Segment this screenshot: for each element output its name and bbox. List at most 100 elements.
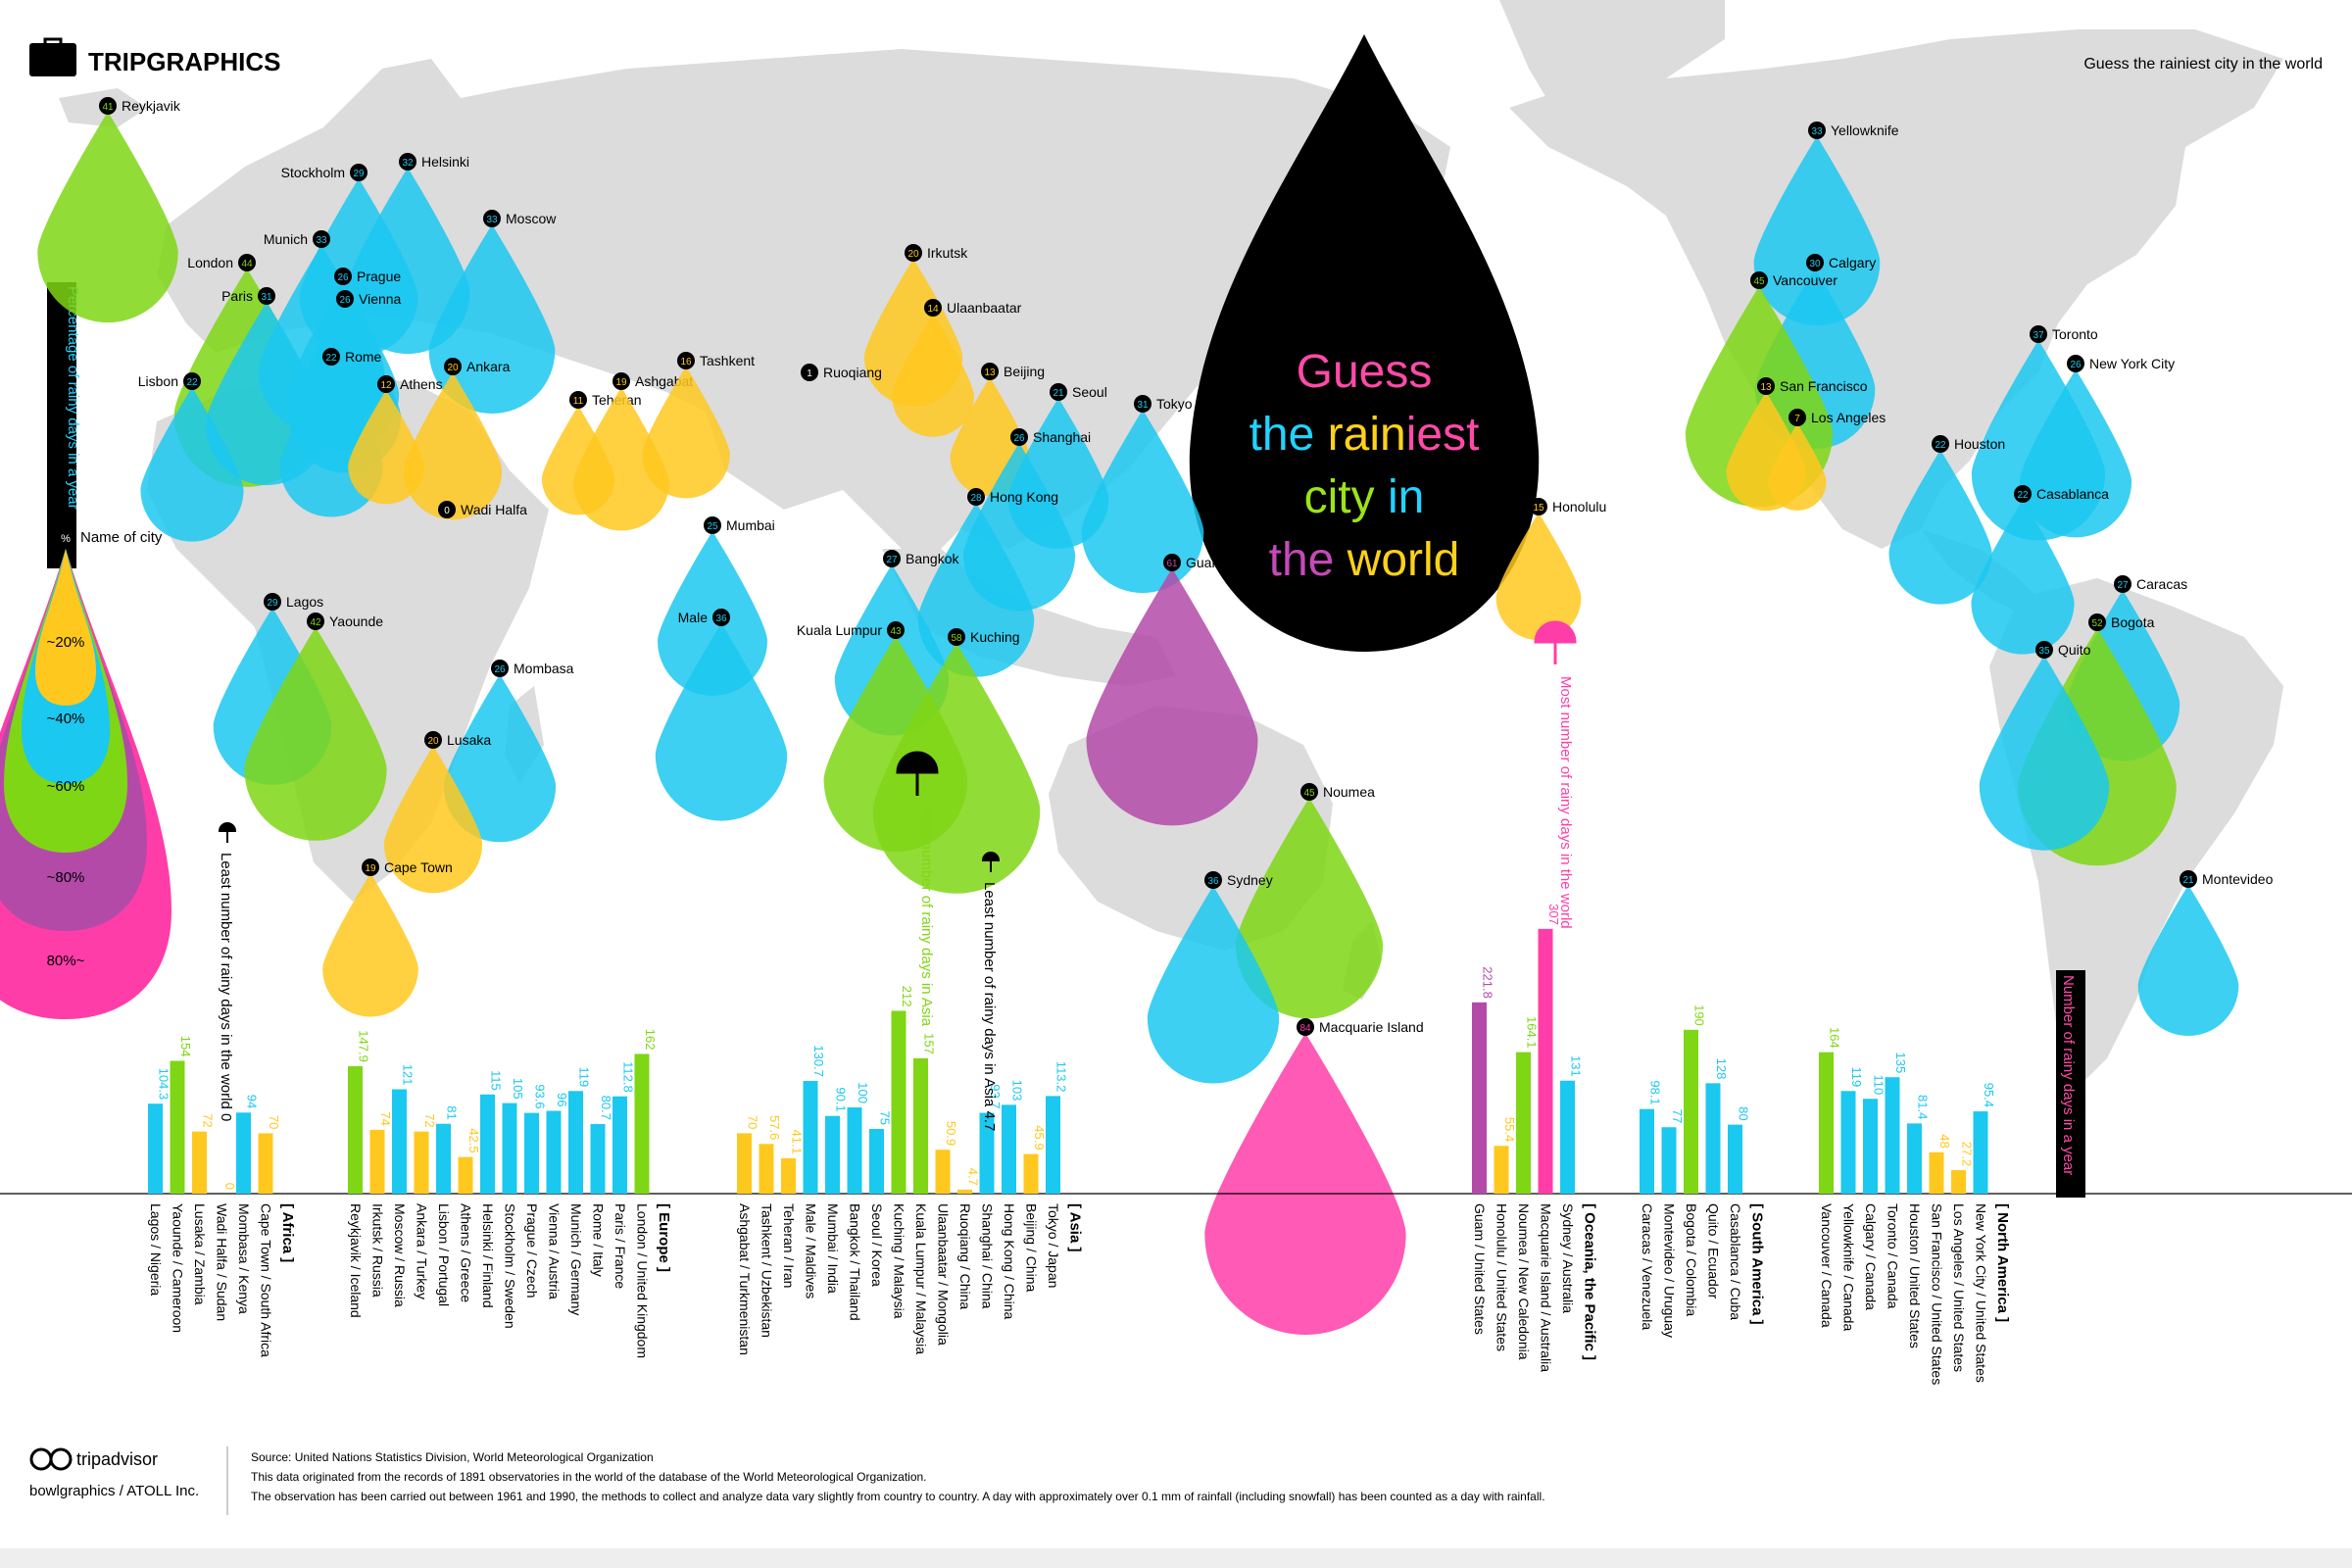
category-label-cape-town-south-africa: Cape Town / South Africa bbox=[259, 1203, 274, 1357]
drop-label-toronto: Toronto bbox=[2052, 326, 2098, 342]
drop-honolulu: 15 Honolulu bbox=[1495, 498, 1606, 641]
drop-pct-irkutsk: 20 bbox=[907, 249, 919, 260]
value-label-san-francisco-united-states: 48 bbox=[1937, 1134, 1952, 1148]
value-label-sydney-australia: 131 bbox=[1569, 1055, 1584, 1077]
bar-calgary-canada bbox=[1863, 1099, 1878, 1194]
drop-shape-montevideo bbox=[2137, 885, 2239, 1036]
drop-shape-lusaka bbox=[383, 746, 483, 894]
bar-lusaka-zambia bbox=[192, 1131, 207, 1194]
drop-label-casablanca: Casablanca bbox=[2036, 486, 2109, 502]
legend-band-80plus-label: 80%~ bbox=[47, 953, 85, 969]
bar-tashkent-uzbekistan bbox=[759, 1144, 774, 1194]
drop-pct-macquarie-island: 84 bbox=[1299, 1023, 1311, 1034]
value-label-lagos-nigeria: 104.3 bbox=[157, 1068, 172, 1101]
annotation-least-asia: Least number of rainy days in Asia 4.7 bbox=[981, 882, 998, 1131]
footer-line1: This data originated from the records of… bbox=[251, 1470, 927, 1484]
value-label-bangkok-thailand: 100 bbox=[856, 1082, 870, 1103]
drop-label-lusaka: Lusaka bbox=[447, 732, 491, 748]
drop-pct-seoul: 21 bbox=[1053, 388, 1064, 399]
hero-drop: Guess the rainiest city in the world bbox=[1189, 34, 1540, 652]
drop-pct-male: 36 bbox=[715, 613, 727, 624]
drop-shape-casablanca bbox=[1971, 500, 2075, 655]
legend-band-20 bbox=[35, 549, 96, 706]
value-label-guam-united-states: 221.8 bbox=[1481, 966, 1495, 999]
map-drops-layer: 41 Reykjavik 29 Stockholm 32 Helsinki 33 Moscow… bbox=[37, 97, 2274, 1335]
drop-badge-helsinki bbox=[399, 153, 416, 171]
category-label-london-united-kingdom: London / United Kingdom bbox=[635, 1203, 651, 1358]
category-label-bangkok-thailand: Bangkok / Thailand bbox=[848, 1203, 863, 1321]
drop-label-houston: Houston bbox=[1954, 436, 2005, 452]
drop-label-tashkent: Tashkent bbox=[700, 353, 755, 368]
bar-guam-united-states bbox=[1472, 1002, 1487, 1194]
legend-band-20-label: ~20% bbox=[47, 634, 85, 651]
drop-pct-rome: 22 bbox=[325, 353, 337, 364]
category-label-male-maldives: Male / Maldives bbox=[804, 1203, 819, 1298]
footer: tripadvisor bowlgraphics / ATOLL Inc. So… bbox=[29, 1446, 1545, 1515]
drop-badge-cape-town bbox=[362, 858, 379, 876]
drop-ulaanbaatar: 14 Ulaanbaatar bbox=[892, 299, 1022, 437]
category-label-san-francisco-united-states: San Francisco / United States bbox=[1930, 1203, 1945, 1385]
drop-yellowknife: 33 Yellowknife bbox=[1753, 122, 1899, 326]
bar-caracas-venezuela bbox=[1640, 1108, 1654, 1194]
drop-pct-caracas: 27 bbox=[2117, 580, 2129, 591]
category-label-quito-ecuador: Quito / Ecuador bbox=[1706, 1203, 1722, 1299]
legend-key-badge-text: % bbox=[61, 533, 71, 545]
drop-badge-ulaanbaatar bbox=[924, 299, 942, 317]
drop-pct-guam: 61 bbox=[1166, 559, 1178, 569]
category-label-lusaka-zambia: Lusaka / Zambia bbox=[192, 1203, 208, 1305]
bar-teheran-iran bbox=[781, 1157, 796, 1194]
bar-helsinki-finland bbox=[480, 1094, 495, 1194]
drop-macquarie-island: 84 Macquarie Island bbox=[1204, 1018, 1424, 1335]
drop-label-lagos: Lagos bbox=[286, 594, 323, 610]
value-label-kuching-malaysia: 212 bbox=[900, 986, 914, 1007]
drop-badge-yellowknife bbox=[1808, 122, 1826, 139]
drop-label-paris: Paris bbox=[221, 288, 253, 304]
footer-credit: bowlgraphics / ATOLL Inc. bbox=[29, 1483, 199, 1499]
region-label-asia: [ Asia ] bbox=[1067, 1203, 1084, 1251]
region-label-europe: [ Europe ] bbox=[656, 1203, 672, 1272]
bar-bangkok-thailand bbox=[847, 1107, 862, 1194]
drop-shape-lisbon bbox=[140, 387, 244, 542]
value-label-mumbai-india: 90.1 bbox=[834, 1087, 849, 1111]
category-label-irkutsk-russia: Irkutsk / Russia bbox=[370, 1203, 386, 1298]
category-label-honolulu-united-states: Honolulu / United States bbox=[1494, 1203, 1510, 1351]
value-label-cape-town-south-africa: 70 bbox=[267, 1115, 281, 1129]
drop-label-caracas: Caracas bbox=[2136, 576, 2187, 592]
drop-badge-ashgabat bbox=[612, 372, 630, 390]
value-label-moscow-russia: 121 bbox=[401, 1064, 416, 1086]
drop-reykjavik: 41 Reykjavik bbox=[37, 97, 181, 323]
bar-ruoqiang-china bbox=[957, 1189, 972, 1194]
category-label-helsinki-finland: Helsinki / Finland bbox=[480, 1203, 496, 1308]
bar-new-york-city-united-states bbox=[1973, 1111, 1988, 1194]
value-label-ankara-turkey: 72 bbox=[422, 1113, 437, 1127]
tripadvisor-owl-icon bbox=[29, 1447, 53, 1471]
drop-badge-beijing bbox=[981, 363, 999, 380]
bar-beijing-china bbox=[1023, 1153, 1039, 1194]
category-label-ashgabat-turkmenistan: Ashgabat / Turkmenistan bbox=[737, 1203, 753, 1355]
drop-shape-mombasa bbox=[443, 674, 557, 843]
drop-badge-san-francisco bbox=[1757, 377, 1775, 395]
category-label-ruoqiang-china: Ruoqiang / China bbox=[957, 1203, 973, 1309]
category-label-lagos-nigeria: Lagos / Nigeria bbox=[148, 1203, 164, 1296]
drop-shape-macquarie-island bbox=[1204, 1033, 1406, 1335]
drop-label-lisbon: Lisbon bbox=[138, 373, 178, 389]
drop-houston: 22 Houston bbox=[1888, 435, 2005, 605]
drop-pct-toronto: 37 bbox=[2033, 330, 2044, 341]
drop-pct-reykjavik: 41 bbox=[102, 102, 114, 113]
category-label-macquarie-island-australia: Macquarie Island / Australia bbox=[1539, 1203, 1554, 1372]
category-label-tashkent-uzbekistan: Tashkent / Uzbekistan bbox=[760, 1203, 775, 1338]
drop-pct-houston: 22 bbox=[1935, 440, 1946, 451]
drop-pct-ulaanbaatar: 14 bbox=[927, 304, 939, 315]
drop-label-rome: Rome bbox=[345, 349, 382, 365]
bar-group-asia: 70 Ashgabat / Turkmenistan 57.6 Tashkent / … bbox=[737, 986, 1084, 1355]
drop-pct-lisbon: 22 bbox=[186, 377, 198, 388]
category-label-prague-czech: Prague / Czech bbox=[524, 1203, 540, 1298]
category-label-shanghai-china: Shanghai / China bbox=[980, 1203, 996, 1309]
bar-rome-italy bbox=[590, 1123, 606, 1194]
drop-pct-mumbai: 25 bbox=[707, 521, 718, 532]
bar-ashgabat-turkmenistan bbox=[737, 1133, 752, 1194]
drop-badge-toronto bbox=[2030, 325, 2047, 343]
hero-title-segment: the bbox=[1269, 534, 1348, 586]
category-label-rome-italy: Rome / Italy bbox=[591, 1203, 607, 1277]
drop-pct-sydney: 36 bbox=[1207, 876, 1219, 887]
